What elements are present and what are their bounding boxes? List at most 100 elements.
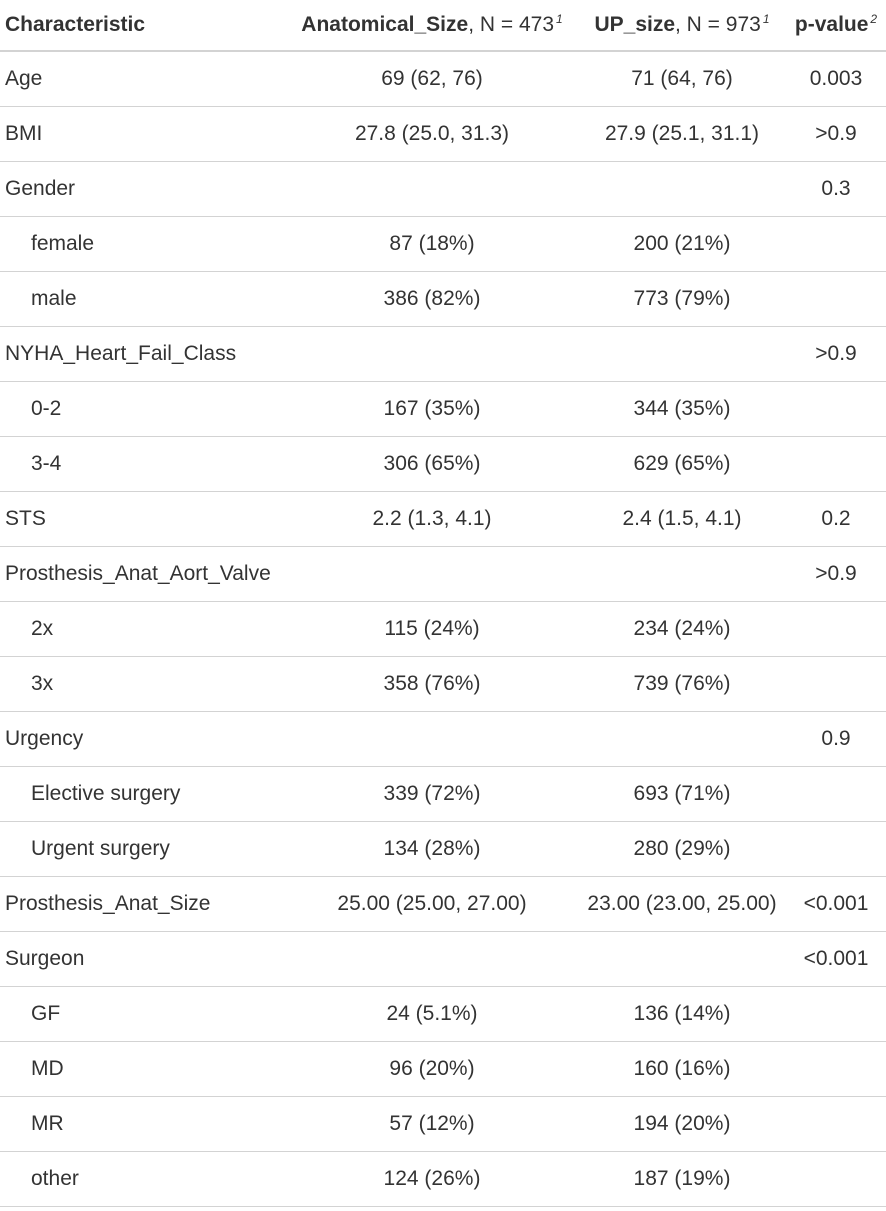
cell-p-value <box>786 436 886 492</box>
cell-anatomical-size: 27.8 (25.0, 31.3) <box>286 106 578 162</box>
cell-up-size: 160 (16%) <box>578 1041 786 1097</box>
cell-p-value: >0.9 <box>786 546 886 602</box>
row-label: Gender <box>0 161 286 217</box>
cell-p-value: 0.9 <box>786 711 886 767</box>
table-row: male 386 (82%) 773 (79%) <box>0 271 886 327</box>
cell-up-size: 23.00 (23.00, 25.00) <box>578 876 786 932</box>
table-row: NYHA_Heart_Fail_Class >0.9 <box>0 326 886 382</box>
row-label: BMI <box>0 106 286 162</box>
cell-p-value <box>786 656 886 712</box>
header-anatomical-size: Anatomical_Size, N = 473 1 <box>286 0 578 52</box>
header-col3-name: p-value <box>794 13 869 36</box>
cell-up-size <box>578 711 786 767</box>
row-label: Prosthesis_Anat_Size <box>0 876 286 932</box>
cell-p-value <box>786 986 886 1042</box>
cell-anatomical-size <box>286 711 578 767</box>
table-row: STS 2.2 (1.3, 4.1) 2.4 (1.5, 4.1) 0.2 <box>0 491 886 547</box>
row-label: Prosthesis_Anat_Aort_Valve <box>0 546 286 602</box>
row-label: MD <box>0 1041 286 1097</box>
cell-anatomical-size: 24 (5.1%) <box>286 986 578 1042</box>
cell-p-value <box>786 381 886 437</box>
header-col1-footnote: 1 <box>556 12 563 26</box>
header-up-size: UP_size, N = 973 1 <box>578 0 786 52</box>
table-row: 2x 115 (24%) 234 (24%) <box>0 601 886 657</box>
table-row: Urgent surgery 134 (28%) 280 (29%) <box>0 821 886 877</box>
table-header: Characteristic Anatomical_Size, N = 473 1… <box>0 0 886 52</box>
cell-p-value <box>786 271 886 327</box>
cell-up-size: 693 (71%) <box>578 766 786 822</box>
row-label: Urgency <box>0 711 286 767</box>
header-col2-footnote: 1 <box>762 12 770 26</box>
header-col1-name: Anatomical_Size <box>301 13 469 36</box>
row-label: 3x <box>0 656 286 712</box>
table-row: Prosthesis_Anat_Aort_Valve >0.9 <box>0 546 886 602</box>
cell-p-value: 0.003 <box>786 51 886 107</box>
cell-up-size <box>578 931 786 987</box>
cell-up-size: 344 (35%) <box>578 381 786 437</box>
row-label: GF <box>0 986 286 1042</box>
row-label: MR <box>0 1096 286 1152</box>
cell-p-value <box>786 766 886 822</box>
cell-up-size: 187 (19%) <box>578 1151 786 1207</box>
cell-anatomical-size: 386 (82%) <box>286 271 578 327</box>
cell-anatomical-size: 134 (28%) <box>286 821 578 877</box>
cell-anatomical-size: 96 (20%) <box>286 1041 578 1097</box>
cell-up-size: 739 (76%) <box>578 656 786 712</box>
cell-anatomical-size: 124 (26%) <box>286 1151 578 1207</box>
table-row: Surgeon <0.001 <box>0 931 886 987</box>
cell-anatomical-size: 167 (35%) <box>286 381 578 437</box>
row-label: other <box>0 1151 286 1207</box>
cell-anatomical-size: 115 (24%) <box>286 601 578 657</box>
cell-anatomical-size <box>286 161 578 217</box>
cell-up-size: 194 (20%) <box>578 1096 786 1152</box>
table-row: Age 69 (62, 76) 71 (64, 76) 0.003 <box>0 51 886 107</box>
header-p-value: p-value 2 <box>786 0 886 52</box>
table-row: MD 96 (20%) 160 (16%) <box>0 1041 886 1097</box>
cell-p-value: >0.9 <box>786 106 886 162</box>
cell-p-value: <0.001 <box>786 876 886 932</box>
cell-p-value: 0.3 <box>786 161 886 217</box>
row-label: female <box>0 216 286 272</box>
row-label: male <box>0 271 286 327</box>
row-label: 3-4 <box>0 436 286 492</box>
row-label: Urgent surgery <box>0 821 286 877</box>
cell-up-size: 27.9 (25.1, 31.1) <box>578 106 786 162</box>
cell-anatomical-size: 358 (76%) <box>286 656 578 712</box>
table-row: MR 57 (12%) 194 (20%) <box>0 1096 886 1152</box>
table-row: GF 24 (5.1%) 136 (14%) <box>0 986 886 1042</box>
row-label: Age <box>0 51 286 107</box>
cell-up-size: 234 (24%) <box>578 601 786 657</box>
cell-up-size <box>578 326 786 382</box>
table-body: Age 69 (62, 76) 71 (64, 76) 0.003 BMI 27.8 (… <box>0 51 886 1207</box>
row-label: NYHA_Heart_Fail_Class <box>0 326 286 382</box>
header-characteristic: Characteristic <box>0 0 286 52</box>
row-label: 2x <box>0 601 286 657</box>
cell-up-size: 200 (21%) <box>578 216 786 272</box>
row-label: STS <box>0 491 286 547</box>
cell-anatomical-size <box>286 326 578 382</box>
cell-anatomical-size <box>286 546 578 602</box>
cell-p-value <box>786 1096 886 1152</box>
cell-anatomical-size: 339 (72%) <box>286 766 578 822</box>
cell-up-size: 280 (29%) <box>578 821 786 877</box>
cell-up-size: 629 (65%) <box>578 436 786 492</box>
header-row: Characteristic Anatomical_Size, N = 473 1… <box>0 0 886 52</box>
row-label: 0-2 <box>0 381 286 437</box>
table-row: other 124 (26%) 187 (19%) <box>0 1151 886 1207</box>
cell-anatomical-size: 69 (62, 76) <box>286 51 578 107</box>
table-row: 3x 358 (76%) 739 (76%) <box>0 656 886 712</box>
header-col2-n: , N = 973 <box>675 13 761 36</box>
header-col2-name: UP_size <box>594 13 676 36</box>
cell-up-size: 2.4 (1.5, 4.1) <box>578 491 786 547</box>
cell-up-size <box>578 546 786 602</box>
cell-up-size: 71 (64, 76) <box>578 51 786 107</box>
cell-p-value <box>786 821 886 877</box>
table-row: Gender 0.3 <box>0 161 886 217</box>
cell-p-value <box>786 601 886 657</box>
cell-p-value: 0.2 <box>786 491 886 547</box>
table-row: Elective surgery 339 (72%) 693 (71%) <box>0 766 886 822</box>
cell-p-value: >0.9 <box>786 326 886 382</box>
cell-up-size <box>578 161 786 217</box>
cell-anatomical-size: 25.00 (25.00, 27.00) <box>286 876 578 932</box>
